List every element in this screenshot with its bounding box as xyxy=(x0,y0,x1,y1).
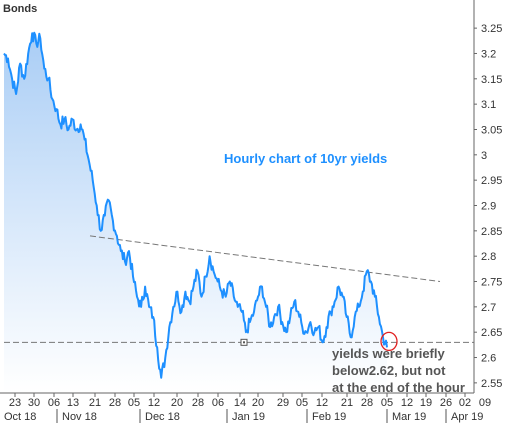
x-tick-label: 05 xyxy=(128,397,140,409)
markers-layer xyxy=(380,331,398,352)
y-tick-label: 3.15 xyxy=(481,74,502,86)
y-tick-label: 2.8 xyxy=(481,251,496,263)
y-tick-label: 2.7 xyxy=(481,302,496,314)
month-label: Mar 19 xyxy=(392,411,426,423)
y-tick-label: 2.6 xyxy=(481,353,496,365)
y-tick-label: 2.85 xyxy=(481,226,502,238)
month-label: Apr 19 xyxy=(451,411,483,423)
x-tick-label: 13 xyxy=(67,397,79,409)
series-line-layer xyxy=(3,31,388,379)
x-tick-label: 05 xyxy=(381,397,393,409)
y-tick-label: 3.25 xyxy=(481,23,502,35)
x-axis-months: Oct 18 Nov 18 Dec 18 Jan 19 Feb 19 Mar 19 Apr … xyxy=(4,409,483,423)
y-tick-label: 2.9 xyxy=(481,201,496,213)
note-line-1: yields were briefly xyxy=(332,346,445,361)
x-tick-label: 20 xyxy=(252,397,264,409)
y-tick-label: 2.65 xyxy=(481,327,502,339)
x-tick-label: 12 xyxy=(401,397,413,409)
chart-title: Bonds xyxy=(3,3,37,15)
x-tick-label: 21 xyxy=(341,397,353,409)
dip-highlight-circle xyxy=(380,331,398,352)
note-line-3: at the end of the hour xyxy=(332,380,465,395)
resistance-trendline xyxy=(89,235,441,283)
month-label: Dec 18 xyxy=(145,411,180,423)
headline-annotation: Hourly chart of 10yr yields xyxy=(224,151,387,166)
x-axis-ticks: 23 30 06 13 21 28 05 12 20 28 06 14 20 29 05 12 21 28 05 12… xyxy=(9,393,491,409)
y-tick-label: 2.75 xyxy=(481,277,502,289)
x-tick-label: 28 xyxy=(109,397,121,409)
y-tick-label: 3.1 xyxy=(481,99,496,111)
area-fill-layer xyxy=(4,32,387,393)
x-tick-label: 02 xyxy=(459,397,471,409)
y-tick-label: 2.95 xyxy=(481,175,502,187)
series-line xyxy=(3,31,388,379)
x-tick-label: 14 xyxy=(234,397,246,409)
x-tick-label: 26 xyxy=(440,397,452,409)
x-tick-label: 12 xyxy=(316,397,328,409)
month-label: Jan 19 xyxy=(232,411,265,423)
month-label: Feb 19 xyxy=(312,411,346,423)
y-tick-label: 3.05 xyxy=(481,124,502,136)
x-tick-label: 06 xyxy=(212,397,224,409)
note-line-2: below2.62, but not xyxy=(332,363,446,378)
month-label: Oct 18 xyxy=(4,411,36,423)
x-tick-label: 30 xyxy=(28,397,40,409)
x-tick-label: 19 xyxy=(420,397,432,409)
support-line-handle-dot xyxy=(243,341,245,344)
x-tick-label: 29 xyxy=(277,397,289,409)
x-tick-label: 28 xyxy=(361,397,373,409)
month-label: Nov 18 xyxy=(62,411,97,423)
x-tick-label: 06 xyxy=(48,397,60,409)
y-tick-label: 3 xyxy=(481,150,487,162)
reference-lines xyxy=(4,235,474,346)
area-fill xyxy=(4,32,387,393)
x-tick-label: 21 xyxy=(89,397,101,409)
x-tick-label: 12 xyxy=(148,397,160,409)
x-tick-label: 20 xyxy=(171,397,183,409)
y-tick-label: 3.2 xyxy=(481,48,496,60)
y-tick-label: 2.55 xyxy=(481,378,502,390)
x-tick-label: 05 xyxy=(296,397,308,409)
x-tick-label: 09 xyxy=(479,397,491,409)
x-tick-label: 28 xyxy=(192,397,204,409)
y-axis-ticks: 3.25 3.2 3.15 3.1 3.05 3 2.95 2.9 2.85 2.8 2.75 2.7… xyxy=(474,23,502,390)
x-tick-label: 23 xyxy=(9,397,21,409)
